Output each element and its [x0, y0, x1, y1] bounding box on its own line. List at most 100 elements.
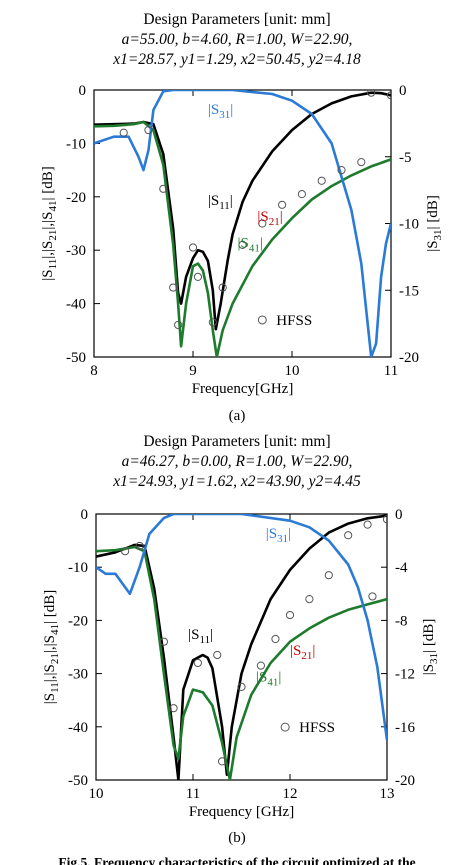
hfss-data-point: [169, 704, 178, 713]
series-line-s31: [94, 90, 391, 357]
y-right-tick-label: -16: [395, 720, 415, 736]
hfss-data-point: [208, 318, 217, 327]
x-axis-label: Frequency [GHz]: [189, 804, 294, 820]
x-tick-label: 13: [380, 786, 395, 802]
hfss-data-point: [174, 320, 183, 330]
y-axis-label: |S11|,|S21|,|S41| [dB]: [40, 166, 59, 280]
x-tick-label: 10: [285, 363, 300, 379]
y-tick-label: -30: [66, 243, 86, 259]
hfss-data-point: [213, 650, 222, 660]
hfss-data-point: [121, 547, 130, 556]
x-tick-label: 10: [89, 786, 104, 802]
hfss-data-point: [256, 661, 265, 670]
y-tick-label: -10: [66, 136, 86, 152]
series-line-s11: [94, 91, 391, 331]
chart-panel-a: Design Parameters [unit: mm] a=55.00, b=…: [0, 0, 474, 432]
series-line-s11: [96, 514, 387, 780]
hfss-data-point: [324, 571, 333, 580]
hfss-data-point: [159, 184, 168, 193]
y-tick-label: -20: [68, 613, 88, 629]
hfss-data-point: [305, 595, 314, 604]
legend-label: HFSS: [276, 313, 312, 329]
hfss-data-point: [368, 592, 377, 601]
x-tick-label: 11: [384, 363, 398, 379]
series-label-s41: |S41|: [256, 670, 281, 689]
hfss-data-point: [144, 125, 153, 135]
y-right-tick-label: -12: [395, 667, 415, 683]
panel-label: (a): [228, 408, 246, 424]
y-right-axis-label: |S31| [dB]: [425, 195, 444, 252]
plot-frame: [93, 89, 392, 358]
hfss-data-point: [382, 515, 387, 524]
series-label-s41: |S41|: [238, 236, 263, 255]
hfss-data-point: [169, 283, 178, 292]
x-tick-label: 8: [90, 363, 98, 379]
y-axis-label: |S11|,|S21|,|S41| [dB]: [42, 590, 61, 704]
hfss-data-point: [188, 243, 198, 252]
y-tick-label: 0: [81, 507, 89, 523]
y-tick-label: -10: [68, 560, 88, 576]
series-line-s31: [96, 514, 387, 741]
chart-panel-b: Design Parameters [unit: mm] a=46.27, b=…: [0, 422, 474, 854]
series-line-s41: [94, 120, 391, 357]
y-right-tick-label: 0: [399, 83, 407, 99]
y-right-tick-label: 0: [395, 507, 403, 523]
hfss-data-point: [119, 128, 128, 137]
y-tick-label: -30: [68, 667, 88, 683]
chart-subtitle-line1: a=55.00, b=4.60, R=1.00, W=22.90,: [121, 31, 353, 48]
x-axis-label: Frequency[GHz]: [192, 381, 294, 397]
chart-subtitle-line1: a=46.27, b=0.00, R=1.00, W=22.90,: [121, 453, 353, 470]
y-right-tick-label: -4: [395, 560, 408, 576]
y-right-axis-label: |S31| [dB]: [421, 619, 440, 676]
y-tick-label: -50: [66, 350, 86, 366]
hfss-data-point: [337, 166, 346, 175]
y-tick-label: -40: [68, 720, 88, 736]
series-label-s11: |S11|: [208, 193, 233, 212]
y-tick-label: -20: [66, 190, 86, 206]
chart-title: Design Parameters [unit: mm]: [143, 11, 331, 28]
hfss-data-point: [278, 200, 287, 209]
hfss-data-point: [357, 157, 366, 167]
series-label-s31: |S31|: [266, 526, 291, 545]
series-label-s21: |S21|: [290, 643, 315, 662]
hfss-data-point: [386, 91, 391, 100]
x-tick-label: 11: [186, 786, 200, 802]
hfss-data-point: [135, 541, 144, 551]
y-right-tick-label: -8: [395, 613, 408, 629]
chart-plot-b: 10 11 12 13 0 -10 -20 -30 -40 -50 0 -4 -8 -12 -16 -20 Fr…: [42, 507, 440, 820]
hfss-data-point: [317, 176, 326, 185]
x-tick-label: 12: [283, 786, 298, 802]
chart-plot-a: 8 9 10 11 0 -10 -20 -30 -40 -50 0 -5 -10 -15 -20 Freque…: [40, 83, 444, 397]
series-label-s21: |S21|: [257, 209, 282, 228]
hfss-data-point: [271, 634, 280, 644]
series-line-s41: [96, 545, 387, 780]
series-label-s31: |S31|: [208, 102, 233, 121]
series-label-s11: |S11|: [188, 627, 213, 646]
hfss-data-point: [363, 520, 372, 529]
y-right-tick-label: -20: [399, 350, 419, 366]
hfss-data-point: [159, 637, 168, 646]
chart-title: Design Parameters [unit: mm]: [143, 433, 331, 450]
y-right-tick-label: -5: [399, 150, 412, 166]
panel-label: (b): [228, 830, 246, 846]
hfss-data-point: [237, 682, 246, 691]
hfss-data-point: [285, 610, 295, 620]
y-tick-label: 0: [79, 83, 87, 99]
chart-subtitle-line2: x1=28.57, y1=1.29, x2=50.45, y2=4.18: [113, 51, 361, 68]
hfss-data-point: [218, 283, 227, 292]
hfss-data-point: [297, 190, 306, 199]
hfss-data-point: [258, 219, 267, 228]
y-right-tick-label: -20: [395, 773, 415, 789]
legend-label: HFSS: [299, 720, 335, 736]
hfss-data-point: [193, 658, 202, 668]
x-tick-label: 9: [189, 363, 197, 379]
y-right-tick-label: -15: [399, 283, 419, 299]
hfss-data-point: [218, 757, 227, 766]
y-tick-label: -40: [66, 297, 86, 313]
legend-marker: [280, 722, 290, 732]
plot-frame: [95, 513, 388, 781]
hfss-data-point: [193, 272, 203, 281]
y-right-tick-label: -10: [399, 217, 419, 233]
hfss-data-point: [367, 90, 376, 97]
hfss-data-point: [238, 240, 247, 249]
